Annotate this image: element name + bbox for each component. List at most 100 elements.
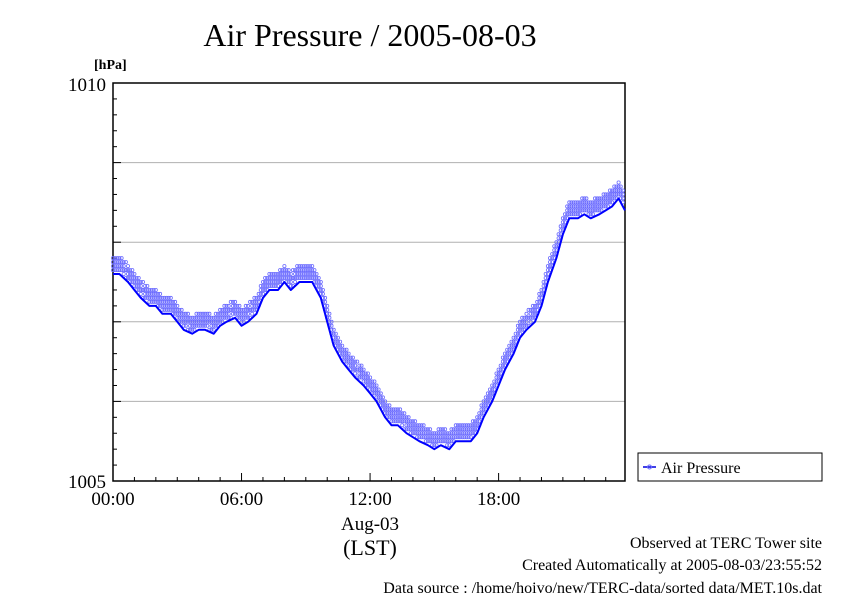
data-point	[299, 264, 304, 269]
data-point	[378, 391, 383, 396]
data-point	[192, 323, 197, 328]
data-point	[614, 192, 619, 197]
data-point	[179, 315, 184, 320]
data-point	[136, 279, 141, 284]
data-point	[545, 268, 550, 273]
data-point	[378, 395, 383, 400]
data-point	[230, 307, 235, 312]
data-point	[303, 268, 308, 273]
data-point	[151, 295, 156, 300]
data-point	[528, 307, 533, 312]
data-point	[515, 323, 520, 328]
data-point	[421, 427, 426, 432]
data-point	[455, 435, 460, 440]
data-point	[578, 204, 583, 209]
data-point	[372, 379, 377, 384]
data-point	[556, 236, 561, 241]
data-point	[203, 311, 208, 316]
data-point	[115, 256, 120, 261]
data-point	[500, 359, 505, 364]
y-axis-unit-label: [hPa]	[94, 58, 127, 73]
data-point	[166, 307, 171, 312]
data-point	[173, 299, 178, 304]
data-point	[533, 303, 538, 308]
data-point	[353, 367, 358, 372]
data-point	[588, 212, 593, 217]
data-point	[404, 427, 409, 432]
data-point	[211, 327, 216, 332]
data-point	[226, 315, 231, 320]
data-point	[113, 260, 118, 265]
data-point	[466, 427, 471, 432]
data-point	[483, 403, 488, 408]
data-point	[239, 315, 244, 320]
data-point	[460, 431, 465, 436]
data-point	[494, 371, 499, 376]
data-point	[284, 275, 289, 280]
data-point	[155, 291, 160, 296]
data-point	[550, 252, 555, 257]
data-point	[280, 268, 285, 273]
data-point	[158, 299, 163, 304]
data-point	[318, 283, 323, 288]
data-point	[496, 367, 501, 372]
data-point	[481, 407, 486, 412]
data-point	[524, 315, 529, 320]
data-point	[436, 431, 441, 436]
data-point	[303, 275, 308, 280]
data-point	[181, 311, 186, 316]
data-point	[250, 311, 255, 316]
data-point	[417, 431, 422, 436]
data-point	[342, 355, 347, 360]
data-point	[353, 371, 358, 376]
data-point	[340, 343, 345, 348]
data-point	[601, 200, 606, 205]
data-point	[361, 379, 366, 384]
data-point	[248, 299, 253, 304]
data-point	[498, 367, 503, 372]
data-point	[228, 307, 233, 312]
data-point	[359, 371, 364, 376]
data-point	[258, 287, 263, 292]
data-point	[350, 359, 355, 364]
data-point	[515, 331, 520, 336]
legend: Air Pressure	[637, 452, 823, 482]
data-point	[520, 315, 525, 320]
data-point	[548, 256, 553, 261]
data-point	[567, 204, 572, 209]
data-point	[188, 327, 193, 332]
data-point	[190, 327, 195, 332]
data-point	[136, 287, 141, 292]
data-point	[355, 359, 360, 364]
data-point	[305, 268, 310, 273]
data-point	[528, 311, 533, 316]
data-point	[413, 427, 418, 432]
data-point	[340, 351, 345, 356]
data-point	[440, 439, 445, 444]
data-point	[308, 271, 313, 276]
data-point	[113, 256, 118, 261]
data-point	[522, 315, 527, 320]
data-point	[494, 375, 499, 380]
data-point	[179, 311, 184, 316]
data-point	[462, 431, 467, 436]
data-point	[595, 200, 600, 205]
data-point	[520, 323, 525, 328]
data-point	[612, 184, 617, 189]
data-point	[457, 431, 462, 436]
data-point	[145, 283, 150, 288]
data-point	[119, 264, 124, 269]
data-point	[158, 295, 163, 300]
data-point	[365, 371, 370, 376]
data-point	[472, 419, 477, 424]
data-point	[222, 307, 227, 312]
data-point	[496, 371, 501, 376]
data-point	[273, 275, 278, 280]
data-point	[207, 311, 212, 316]
data-point	[389, 407, 394, 412]
data-point	[359, 367, 364, 372]
data-point	[616, 188, 621, 193]
data-point	[618, 184, 623, 189]
data-point	[505, 347, 510, 352]
data-point	[447, 439, 452, 444]
